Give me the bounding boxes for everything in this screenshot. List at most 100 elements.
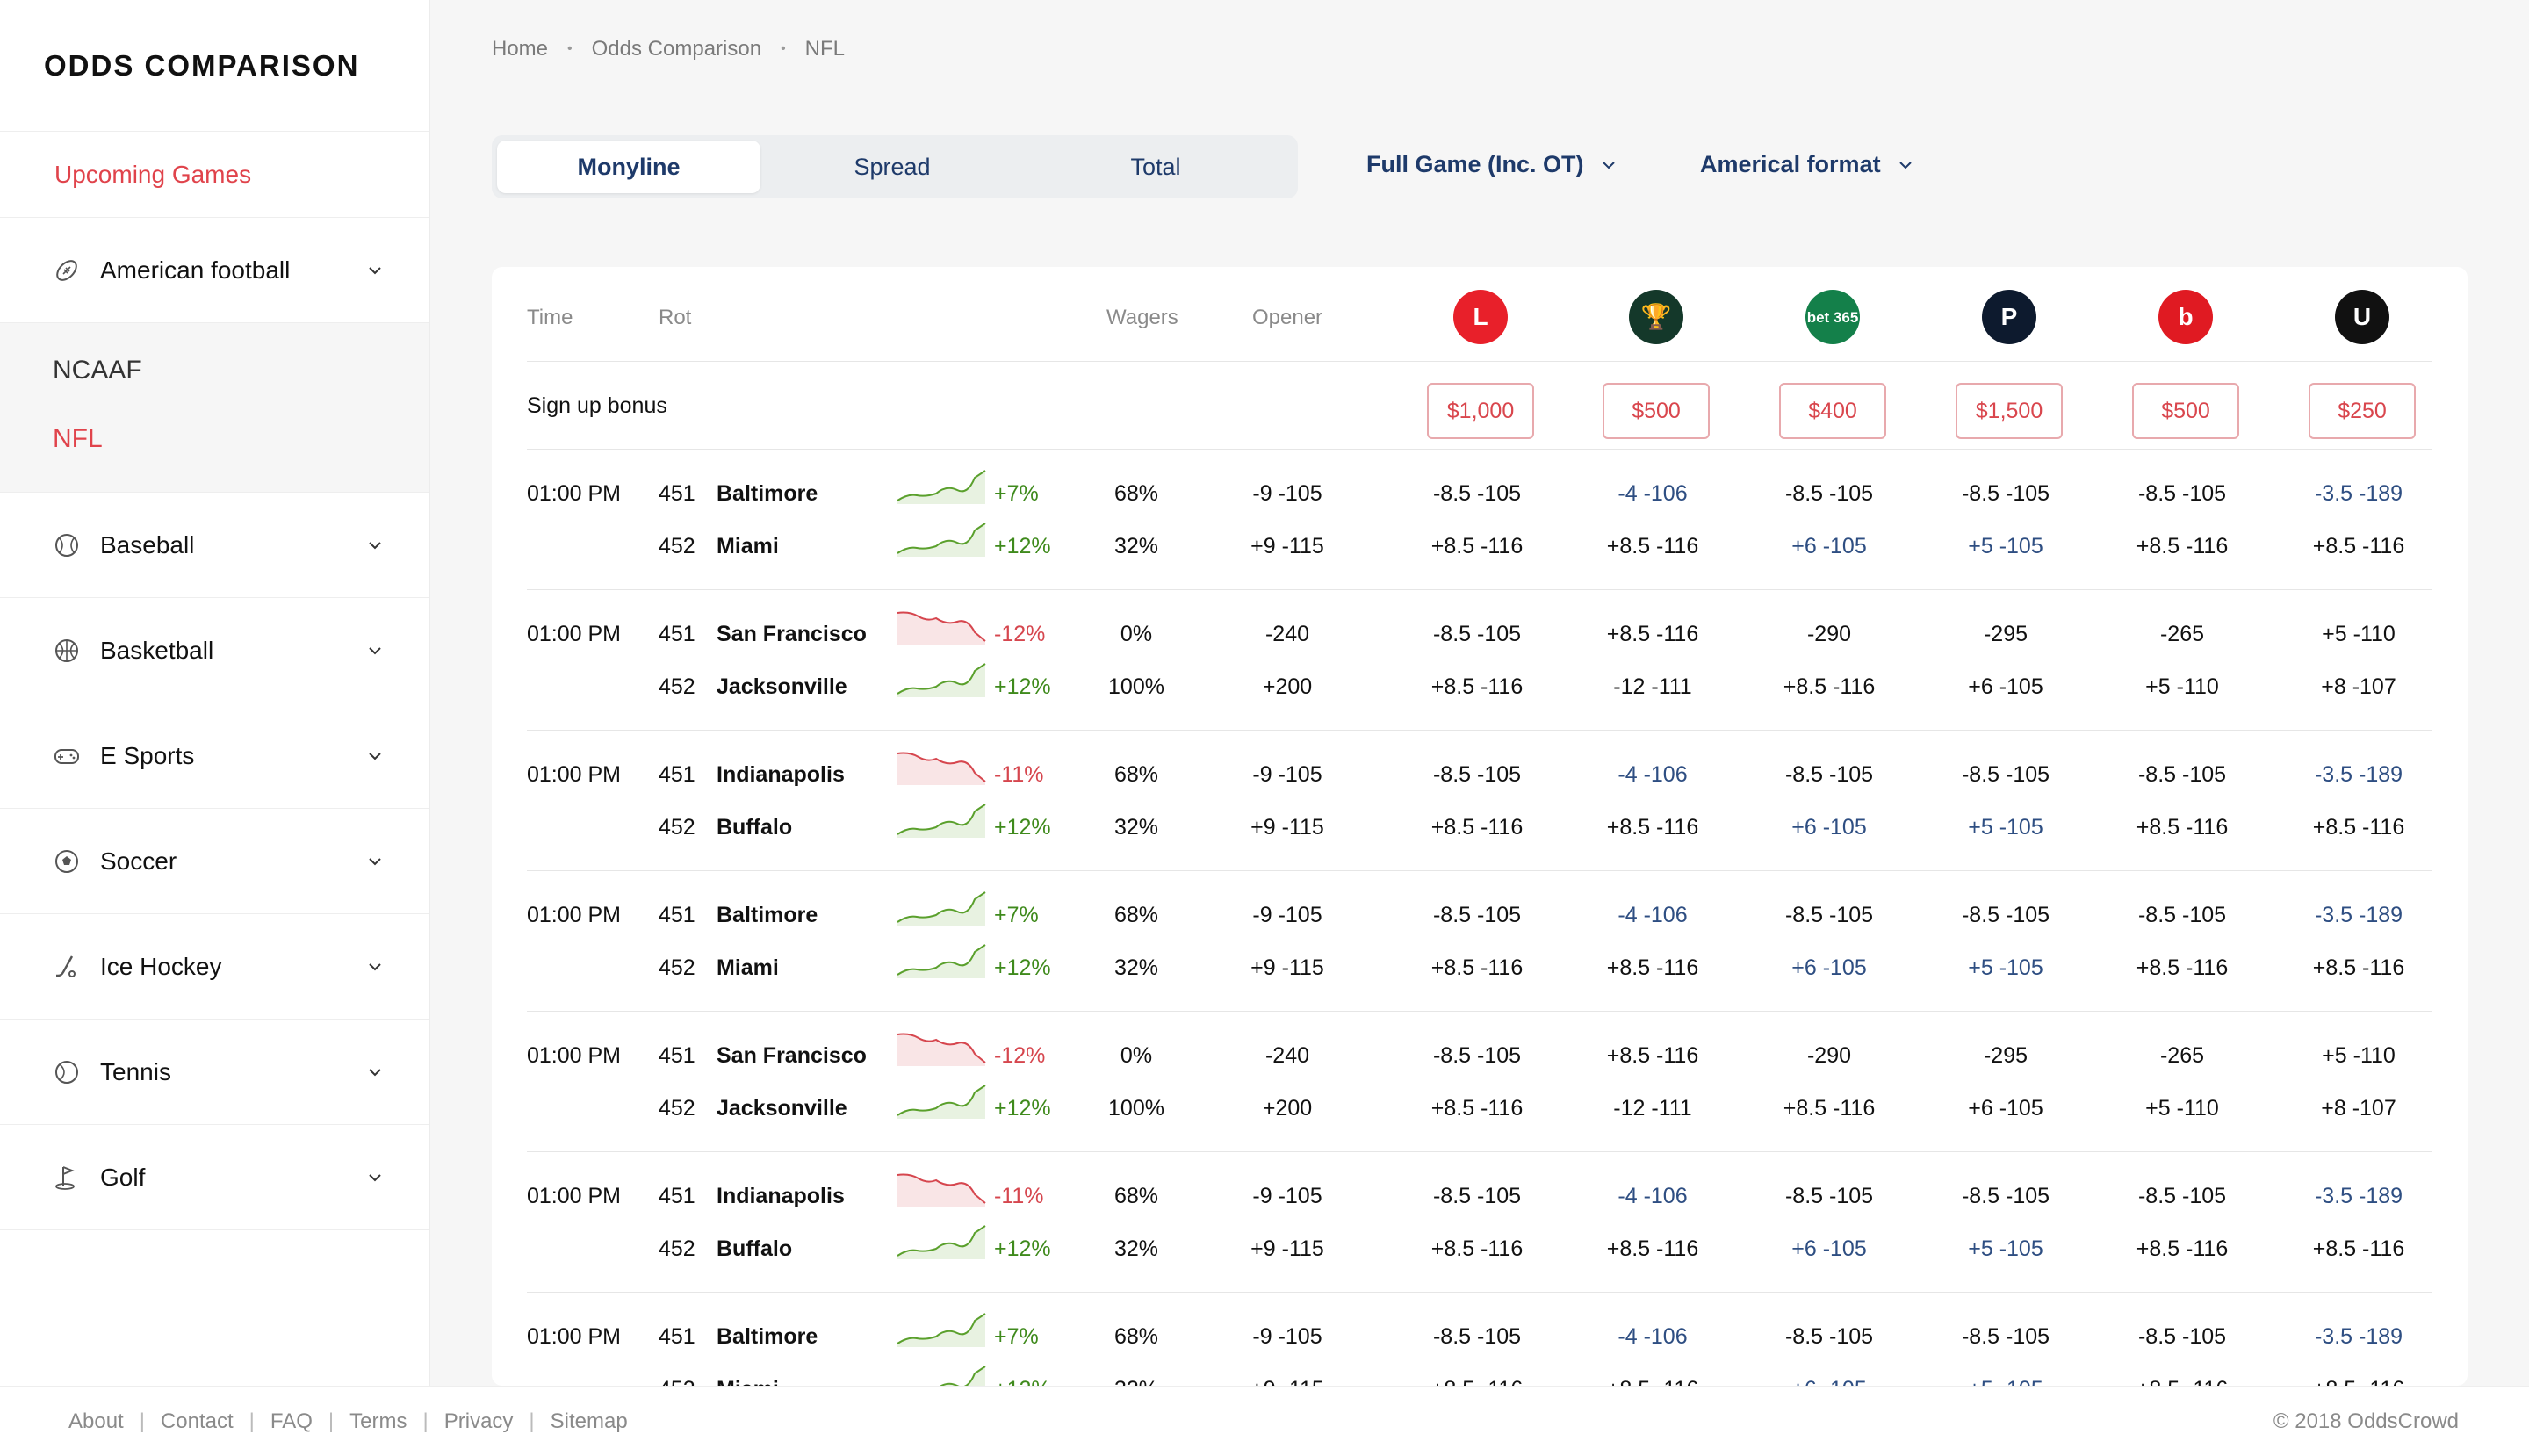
odds-cell[interactable]: -295 bbox=[1983, 1043, 2028, 1068]
odds-cell[interactable]: -8.5 -105 bbox=[1432, 903, 1522, 927]
odds-cell[interactable]: -8.5 -105 bbox=[1432, 481, 1522, 506]
chevron-down-icon[interactable] bbox=[364, 746, 385, 767]
odds-cell[interactable]: -4 -106 bbox=[1618, 903, 1688, 927]
tab-total[interactable]: Total bbox=[1130, 153, 1181, 180]
odds-cell[interactable]: +8.5 -116 bbox=[1430, 1236, 1524, 1261]
odds-cell[interactable]: +5 -105 bbox=[1968, 955, 2043, 980]
odds-cell[interactable]: +5 -110 bbox=[2322, 622, 2396, 646]
sidebar-item-american-football[interactable]: American football bbox=[0, 218, 429, 323]
odds-cell[interactable]: -12 -111 bbox=[1613, 674, 1692, 699]
chevron-down-icon[interactable] bbox=[364, 956, 385, 977]
breadcrumb-odds-comparison[interactable]: Odds Comparison bbox=[591, 37, 762, 61]
odds-cell[interactable]: -4 -106 bbox=[1618, 1184, 1688, 1208]
odds-cell[interactable]: +8.5 -116 bbox=[1606, 1043, 1699, 1068]
odds-cell[interactable]: +6 -105 bbox=[1968, 674, 2043, 699]
odds-cell[interactable]: -3.5 -189 bbox=[2314, 762, 2403, 787]
sidebar-item-basketball[interactable]: Basketball bbox=[0, 598, 429, 703]
odds-cell[interactable]: +8.5 -116 bbox=[2136, 1236, 2229, 1261]
odds-cell[interactable]: +6 -105 bbox=[1791, 955, 1867, 980]
table-row[interactable]: 451 Indianapolis -11% 68% -9 -105 -8.5 -105 -4… bbox=[492, 731, 2468, 871]
team-name[interactable]: Jacksonville bbox=[717, 1096, 847, 1121]
odds-cell[interactable]: +8.5 -116 bbox=[1430, 674, 1524, 699]
odds-cell[interactable]: -290 bbox=[1806, 622, 1852, 646]
odds-cell[interactable]: -8.5 -105 bbox=[2137, 1324, 2227, 1349]
odds-cell[interactable]: +5 -105 bbox=[1968, 534, 2043, 559]
odds-cell[interactable]: -12 -111 bbox=[1613, 1096, 1692, 1121]
odds-cell[interactable]: +6 -105 bbox=[1791, 815, 1867, 840]
odds-cell[interactable]: -3.5 -189 bbox=[2314, 481, 2403, 506]
table-row[interactable]: 451 Indianapolis -11% 68% -9 -105 -8.5 -105 -4… bbox=[492, 1152, 2468, 1293]
table-row[interactable]: 452 Jacksonville +12% 100% +200 +8.5 -116 -12 … bbox=[492, 590, 2468, 731]
chevron-down-icon[interactable] bbox=[364, 851, 385, 872]
odds-cell[interactable]: -4 -106 bbox=[1618, 1324, 1688, 1349]
odds-cell[interactable]: -8.5 -105 bbox=[1432, 1324, 1522, 1349]
table-row[interactable]: 452 Miami +12% 32% +9 -115 +8.5 -116 +8.5 -116… bbox=[492, 450, 2468, 590]
odds-cell[interactable]: +5 -105 bbox=[1968, 1236, 2043, 1261]
odds-cell[interactable]: -4 -106 bbox=[1618, 481, 1688, 506]
chevron-down-icon[interactable] bbox=[364, 260, 385, 281]
tab-monyline[interactable]: Monyline bbox=[497, 141, 760, 193]
team-name[interactable]: Indianapolis bbox=[717, 762, 845, 787]
odds-cell[interactable]: +8.5 -116 bbox=[1430, 815, 1524, 840]
table-row[interactable]: 452 Jacksonville +12% 100% +200 +8.5 -116 -12 … bbox=[492, 1012, 2468, 1152]
odds-cell[interactable]: +8.5 -116 bbox=[1783, 1096, 1876, 1121]
footer-link-privacy[interactable]: Privacy bbox=[443, 1409, 514, 1433]
team-name[interactable]: Baltimore bbox=[717, 903, 818, 927]
sidebar-subitem-nfl[interactable]: NFL bbox=[53, 424, 103, 453]
odds-cell[interactable]: -8.5 -105 bbox=[1432, 622, 1522, 646]
odds-cell[interactable]: -8.5 -105 bbox=[1784, 762, 1874, 787]
odds-cell[interactable]: +5 -110 bbox=[2145, 674, 2219, 699]
odds-cell[interactable]: -3.5 -189 bbox=[2314, 1184, 2403, 1208]
breadcrumb-home[interactable]: Home bbox=[492, 37, 549, 61]
odds-cell[interactable]: +8.5 -116 bbox=[1606, 1236, 1699, 1261]
table-row[interactable]: 451 San Francisco -12% 0% -240 -8.5 -105 +8.5 … bbox=[492, 590, 2468, 731]
format-dropdown[interactable]: Americal format bbox=[1700, 151, 1914, 178]
odds-cell[interactable]: +6 -105 bbox=[1759, 1377, 1899, 1386]
odds-cell[interactable]: -8.5 -105 bbox=[1432, 762, 1522, 787]
odds-cell[interactable]: +8.5 -116 bbox=[2312, 534, 2405, 559]
odds-cell[interactable]: +8.5 -116 bbox=[2312, 1236, 2405, 1261]
footer-link-sitemap[interactable]: Sitemap bbox=[550, 1409, 628, 1433]
sidebar-item-upcoming-games[interactable]: Upcoming Games bbox=[0, 132, 429, 218]
odds-cell[interactable]: +8.5 -116 bbox=[2312, 815, 2405, 840]
odds-cell[interactable]: +8.5 -116 bbox=[2136, 955, 2229, 980]
odds-cell[interactable]: +8.5 -116 bbox=[1606, 622, 1699, 646]
odds-cell[interactable]: +8.5 -116 bbox=[1606, 955, 1699, 980]
odds-cell[interactable]: -8.5 -105 bbox=[1432, 1184, 1522, 1208]
odds-cell[interactable]: +8.5 -116 bbox=[1606, 534, 1699, 559]
odds-cell[interactable]: -8.5 -105 bbox=[1961, 762, 2050, 787]
odds-cell[interactable]: -290 bbox=[1806, 1043, 1852, 1068]
odds-cell[interactable]: -8.5 -105 bbox=[1784, 1324, 1874, 1349]
team-name[interactable]: Buffalo bbox=[717, 815, 793, 840]
signup-bonus-button[interactable]: $500 bbox=[2132, 383, 2239, 439]
footer-link-about[interactable]: About bbox=[68, 1409, 124, 1433]
odds-cell[interactable]: +8 -107 bbox=[2321, 674, 2396, 699]
odds-cell[interactable]: -8.5 -105 bbox=[1961, 1324, 2050, 1349]
odds-cell[interactable]: +6 -105 bbox=[1791, 1236, 1867, 1261]
odds-cell[interactable]: -8.5 -105 bbox=[1961, 903, 2050, 927]
table-row[interactable]: 452 Miami +12% 32% +9 -115 +8.5 -116 +8.5 -116… bbox=[492, 871, 2468, 1012]
odds-cell[interactable]: -8.5 -105 bbox=[1961, 1184, 2050, 1208]
sidebar-item-e-sports[interactable]: E Sports bbox=[0, 703, 429, 809]
odds-cell[interactable]: -4 -106 bbox=[1618, 762, 1688, 787]
table-row[interactable]: 451 San Francisco -12% 0% -240 -8.5 -105 +8.5 … bbox=[492, 1012, 2468, 1152]
team-name[interactable]: Miami bbox=[717, 1377, 779, 1386]
odds-cell[interactable]: -3.5 -189 bbox=[2314, 903, 2403, 927]
odds-cell[interactable]: -3.5 -189 bbox=[2314, 1324, 2403, 1349]
team-name[interactable]: San Francisco bbox=[717, 622, 867, 646]
chevron-down-icon[interactable] bbox=[364, 1062, 385, 1083]
odds-cell[interactable]: +5 -105 bbox=[1935, 1377, 2076, 1386]
odds-cell[interactable]: -265 bbox=[2159, 1043, 2205, 1068]
team-name[interactable]: Baltimore bbox=[717, 1324, 818, 1349]
sidebar-item-ice-hockey[interactable]: Ice Hockey bbox=[0, 914, 429, 1020]
footer-link-contact[interactable]: Contact bbox=[160, 1409, 234, 1433]
sidebar-item-tennis[interactable]: Tennis bbox=[0, 1020, 429, 1125]
odds-cell[interactable]: +8.5 -116 bbox=[1430, 1096, 1524, 1121]
sidebar-item-soccer[interactable]: Soccer bbox=[0, 809, 429, 914]
odds-cell[interactable]: +8.5 -116 bbox=[1407, 1377, 1547, 1386]
footer-link-faq[interactable]: FAQ bbox=[270, 1409, 313, 1433]
team-name[interactable]: Baltimore bbox=[717, 481, 818, 506]
odds-cell[interactable]: +5 -110 bbox=[2145, 1096, 2219, 1121]
sidebar-item-golf[interactable]: Golf bbox=[0, 1125, 429, 1230]
odds-cell[interactable]: -8.5 -105 bbox=[1784, 903, 1874, 927]
